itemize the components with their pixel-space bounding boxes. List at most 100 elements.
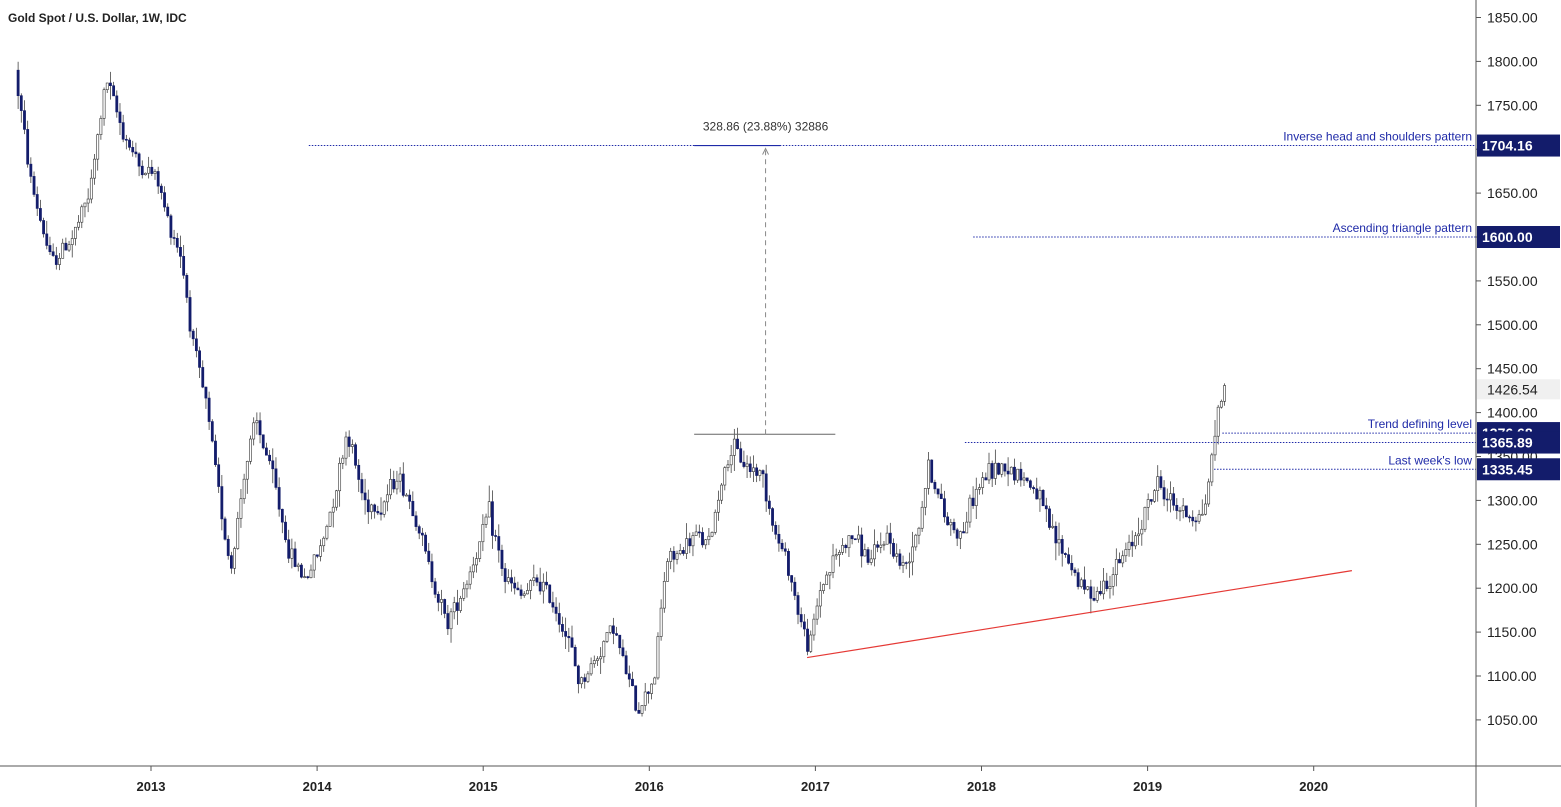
level-label: Ascending triangle pattern: [1333, 221, 1472, 235]
candle-body: [764, 473, 768, 502]
candle-body: [997, 462, 1000, 475]
candle-body: [319, 545, 322, 557]
candle-body: [653, 677, 657, 685]
candle-body: [713, 511, 717, 533]
candle-body: [869, 558, 873, 563]
candle-body: [64, 242, 68, 251]
candle-body: [497, 536, 501, 551]
candle-body: [911, 546, 915, 563]
price-badge-label: 1365.89: [1482, 435, 1533, 451]
candle-body: [1054, 525, 1058, 544]
candle-body: [242, 478, 246, 500]
candle-body: [182, 256, 186, 276]
candle-body: [812, 618, 816, 636]
candle-body: [1038, 490, 1042, 500]
candle-body: [717, 499, 720, 513]
candle-body: [347, 436, 351, 447]
candle-body: [102, 89, 106, 119]
candle-body: [888, 532, 892, 544]
candle-body: [825, 574, 829, 585]
candle-body: [322, 537, 326, 547]
candle-body: [214, 440, 217, 465]
candle-body: [147, 166, 151, 174]
candle-body: [564, 631, 568, 637]
candle-body: [312, 554, 316, 571]
candle-body: [672, 550, 676, 560]
candle-body: [522, 593, 526, 596]
candle-body: [882, 543, 886, 546]
candle-body: [1057, 539, 1061, 544]
candle-body: [841, 545, 844, 553]
candle-body: [691, 535, 695, 547]
candle-body: [580, 677, 583, 685]
x-tick-label: 2017: [801, 779, 830, 794]
candle-body: [978, 487, 981, 490]
candle-body: [491, 501, 494, 536]
candle-body: [1076, 572, 1080, 587]
candle-body: [981, 477, 985, 488]
candle-body: [742, 461, 746, 467]
candle-body: [952, 522, 956, 531]
candle-body: [366, 499, 370, 513]
candle-body: [589, 663, 593, 675]
candle-body: [631, 678, 634, 687]
candle-body: [1092, 598, 1096, 601]
candle-body: [650, 683, 653, 694]
candle-body: [1067, 554, 1070, 564]
candle-body: [67, 244, 71, 251]
candle-body: [761, 470, 765, 475]
candle-body: [284, 521, 287, 541]
candle-body: [611, 625, 615, 634]
candle-body: [771, 508, 774, 526]
candle-body: [621, 647, 625, 657]
candle-body: [834, 554, 838, 557]
candle-body: [828, 572, 832, 576]
x-tick-label: 2014: [303, 779, 333, 794]
candle-body: [271, 460, 275, 470]
candle-body: [236, 518, 240, 549]
candle-body: [481, 524, 485, 543]
level-label: Last week's low: [1388, 453, 1472, 467]
candle-body: [414, 515, 418, 527]
candle-body: [822, 584, 825, 591]
candle-body: [452, 602, 456, 613]
candle-body: [971, 497, 975, 506]
y-tick-label: 1750.00: [1487, 97, 1538, 113]
y-tick-label: 1550.00: [1487, 273, 1538, 289]
candle-body: [51, 251, 55, 256]
candle-body: [930, 459, 934, 483]
price-badge-label: 1335.45: [1482, 461, 1533, 477]
candle-body: [45, 233, 49, 246]
candle-body: [140, 165, 144, 176]
candle-body: [1159, 476, 1163, 488]
candle-body: [392, 479, 396, 490]
candle-body: [77, 221, 81, 228]
candle-body: [1006, 470, 1010, 475]
candle-body: [787, 550, 790, 576]
candle-body: [984, 477, 988, 481]
candle-body: [233, 548, 236, 569]
candle-body: [551, 602, 555, 608]
candle-body: [83, 202, 87, 208]
candle-body: [608, 625, 612, 633]
candle-body: [946, 516, 950, 526]
candle-body: [335, 490, 338, 508]
candle-body: [99, 118, 103, 135]
candle-body: [1009, 466, 1013, 475]
candle-body: [179, 247, 182, 257]
candle-body: [121, 122, 125, 140]
candle-body: [857, 534, 860, 540]
candle-body: [1181, 505, 1185, 511]
candle-body: [80, 206, 84, 223]
candle-body: [185, 274, 189, 298]
candle-body: [697, 531, 701, 534]
candle-body: [389, 479, 392, 496]
candle-body: [1175, 504, 1179, 511]
candle-body: [1114, 559, 1118, 576]
candle-body: [19, 95, 23, 111]
candle-body: [818, 590, 822, 607]
candle-body: [602, 641, 606, 658]
candle-body: [1073, 569, 1077, 573]
candle-body: [592, 660, 596, 665]
candle-body: [1143, 506, 1147, 530]
